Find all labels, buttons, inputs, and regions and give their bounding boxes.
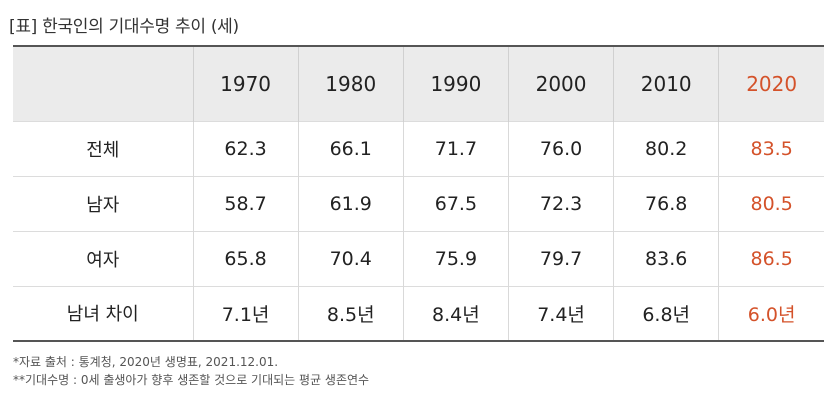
table-cell: 8.4년 xyxy=(402,286,509,341)
header-year: 2010 xyxy=(613,46,719,121)
table-cell: 80.2 xyxy=(613,121,719,176)
header-year: 1970 xyxy=(192,46,299,121)
table-cell: 62.3 xyxy=(192,121,299,176)
row-label: 남자 xyxy=(86,194,120,216)
table-cell: 83.6 xyxy=(613,231,719,286)
header-empty-cell xyxy=(13,46,193,121)
footnote-source: *자료 출처 : 통계청, 2020년 생명표, 2021.12.01. xyxy=(13,355,279,369)
header-year: 1980 xyxy=(297,46,404,121)
header-year-highlight: 2020 xyxy=(718,46,824,121)
table-cell: 8.5년 xyxy=(297,286,404,341)
page-title: [표] 한국인의 기대수명 추이 (세) xyxy=(9,17,239,37)
table-cell: 76.0 xyxy=(507,121,614,176)
table-cell: 70.4 xyxy=(297,231,404,286)
row-label: 전체 xyxy=(86,139,120,161)
table-cell: 67.5 xyxy=(402,176,509,231)
table-cell: 58.7 xyxy=(192,176,299,231)
table-cell: 6.8년 xyxy=(613,286,719,341)
table-cell-highlight: 80.5 xyxy=(718,176,824,231)
table-cell: 79.7 xyxy=(507,231,614,286)
table-row: 남녀 차이 7.1년 8.5년 8.4년 7.4년 6.8년 6.0년 xyxy=(13,286,824,341)
table-header-row: 1970 1980 1990 2000 2010 2020 xyxy=(13,46,824,121)
table-cell: 7.4년 xyxy=(507,286,614,341)
row-label: 남녀 차이 xyxy=(66,304,139,326)
table-cell: 66.1 xyxy=(297,121,404,176)
table-cell: 61.9 xyxy=(297,176,404,231)
table-row: 여자 65.8 70.4 75.9 79.7 83.6 86.5 xyxy=(13,231,824,286)
footnotes: *자료 출처 : 통계청, 2020년 생명표, 2021.12.01. **기… xyxy=(13,353,369,389)
table-cell-highlight: 6.0년 xyxy=(718,286,824,341)
life-expectancy-table: 1970 1980 1990 2000 2010 2020 전체 62.3 66… xyxy=(13,45,824,342)
table-cell-highlight: 86.5 xyxy=(718,231,824,286)
header-year: 1990 xyxy=(402,46,509,121)
table-cell: 75.9 xyxy=(402,231,509,286)
table-cell: 65.8 xyxy=(192,231,299,286)
table-row: 남자 58.7 61.9 67.5 72.3 76.8 80.5 xyxy=(13,176,824,231)
table-cell: 72.3 xyxy=(507,176,614,231)
row-label: 여자 xyxy=(86,249,120,271)
table-cell: 76.8 xyxy=(613,176,719,231)
table-cell: 71.7 xyxy=(402,121,509,176)
table-cell-highlight: 83.5 xyxy=(718,121,824,176)
header-year: 2000 xyxy=(507,46,614,121)
table-cell: 7.1년 xyxy=(192,286,299,341)
footnote-definition: **기대수명 : 0세 출생아가 향후 생존할 것으로 기대되는 평균 생존연수 xyxy=(13,373,370,387)
table-row: 전체 62.3 66.1 71.7 76.0 80.2 83.5 xyxy=(13,121,824,176)
